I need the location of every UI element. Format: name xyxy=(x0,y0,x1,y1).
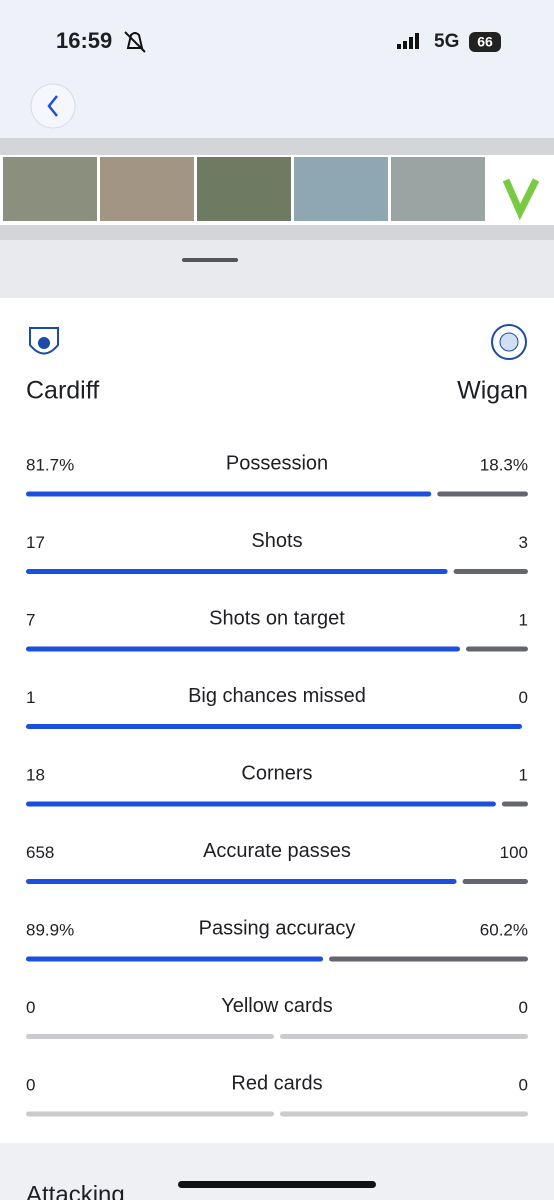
home-value: 89.9% xyxy=(26,920,74,939)
home-value: 7 xyxy=(26,610,35,629)
home-value: 17 xyxy=(26,533,45,552)
away-bar xyxy=(501,801,528,807)
home-bar xyxy=(26,724,522,729)
back-button[interactable] xyxy=(30,83,76,129)
away-bar xyxy=(329,956,528,962)
status-battery: 66 xyxy=(477,34,493,50)
away-bar xyxy=(280,1034,528,1039)
stat-label: Red cards xyxy=(231,1072,322,1094)
away-value: 60.2% xyxy=(480,920,528,939)
away-bar xyxy=(466,646,528,652)
ad-images xyxy=(3,157,485,221)
stat-label: Shots xyxy=(251,530,302,552)
home-value: 18 xyxy=(26,765,45,784)
home-bar xyxy=(26,646,460,652)
back-arrow xyxy=(47,95,58,117)
away-value: 100 xyxy=(500,843,528,862)
home-crest xyxy=(29,327,59,355)
home-indicator xyxy=(178,1181,376,1188)
header-bg xyxy=(0,0,554,138)
away-bar xyxy=(280,1111,528,1117)
away-value: 1 xyxy=(519,610,528,629)
away-team: Wigan xyxy=(457,377,528,405)
status-network: 5G xyxy=(434,31,459,52)
next-section-bg xyxy=(0,1143,554,1200)
home-bar xyxy=(26,801,496,807)
away-value: 0 xyxy=(519,688,528,707)
away-bar xyxy=(462,879,528,884)
home-value: 0 xyxy=(26,1075,35,1094)
away-value: 0 xyxy=(519,1075,528,1094)
drag-handle[interactable] xyxy=(182,258,238,262)
home-bar xyxy=(26,1034,274,1039)
stat-label: Accurate passes xyxy=(203,840,351,862)
home-value: 1 xyxy=(26,688,35,707)
home-bar xyxy=(26,956,324,962)
home-value: 0 xyxy=(26,998,35,1017)
away-bar xyxy=(437,491,528,497)
stat-label: Passing accuracy xyxy=(199,917,356,939)
battery xyxy=(469,32,501,52)
mute-icon xyxy=(124,31,146,53)
away-crest xyxy=(491,324,527,360)
home-bar xyxy=(26,879,457,884)
stat-label: Yellow cards xyxy=(221,995,333,1017)
home-bar xyxy=(26,569,448,574)
away-value: 3 xyxy=(519,533,528,552)
home-value: 658 xyxy=(26,843,54,862)
stats-card xyxy=(0,298,554,1143)
home-bar xyxy=(26,491,432,497)
stat-label: Big chances missed xyxy=(188,685,366,707)
signal-icon xyxy=(397,33,419,49)
stat-label: Corners xyxy=(241,762,312,784)
ad-logo xyxy=(502,178,540,221)
home-team: Cardiff xyxy=(26,377,99,405)
away-value: 18.3% xyxy=(480,455,528,474)
home-bar xyxy=(26,1111,274,1117)
away-value: 1 xyxy=(519,765,528,784)
stat-label: Possession xyxy=(226,452,328,474)
sheet-top xyxy=(0,240,554,298)
next-section-title: Attacking xyxy=(26,1181,125,1200)
status-time: 16:59 xyxy=(56,28,112,53)
home-value: 81.7% xyxy=(26,455,74,474)
away-bar xyxy=(453,569,528,574)
away-value: 0 xyxy=(519,998,528,1017)
stat-label: Shots on target xyxy=(209,607,345,629)
